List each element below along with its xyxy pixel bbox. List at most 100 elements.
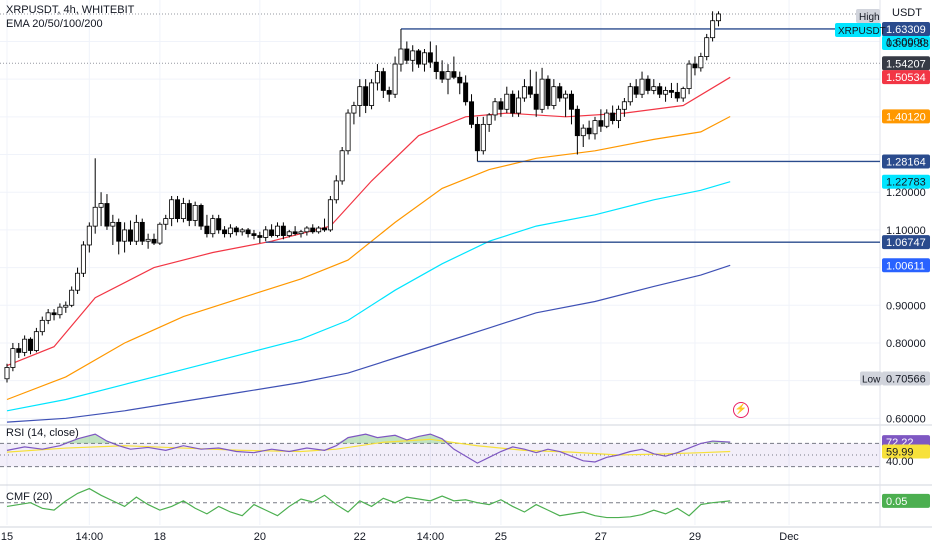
horizontal-levels <box>0 13 880 243</box>
candle <box>439 60 445 83</box>
price-label-ema100-text: 1.22783 <box>886 177 926 189</box>
symbol-title: XRPUSDT, 4h, WHITEBIT <box>6 4 135 16</box>
price-label-ema100: 1.22783 <box>882 174 930 189</box>
candle <box>180 197 186 223</box>
rsi-overbought-fill <box>7 434 731 444</box>
candle-body <box>510 93 516 114</box>
candle <box>715 11 721 27</box>
candle-body <box>286 231 292 236</box>
ema-lines <box>6 76 731 423</box>
price-label-h3: 1.06747 <box>882 235 930 250</box>
cmf-scale-cmf: 0.05 <box>882 493 930 508</box>
candle <box>92 158 98 234</box>
cmf-line <box>6 487 731 519</box>
time-tick-label: 27 <box>595 531 607 543</box>
candle-body <box>263 229 269 238</box>
candle-body <box>568 93 574 110</box>
candle <box>445 64 451 95</box>
candle-body <box>692 63 698 69</box>
candle-body <box>139 221 145 242</box>
price-label-countdown: 03:09:33 <box>882 36 930 50</box>
price-label-countdown-text: 03:09:33 <box>886 38 929 50</box>
candle-body <box>51 312 57 316</box>
candle <box>304 226 310 236</box>
candle-body <box>186 203 192 221</box>
ema200-line <box>6 264 731 423</box>
candle-body <box>498 101 504 110</box>
candle-body <box>16 348 22 353</box>
candle-body <box>239 229 245 233</box>
candle <box>551 79 557 110</box>
symbol-tag-bg <box>835 23 881 37</box>
candle-body <box>421 52 427 65</box>
candle <box>404 41 410 65</box>
candle-body <box>704 37 710 57</box>
alert-bolt-icon[interactable]: ⚡ <box>733 402 749 418</box>
candle-body <box>92 206 98 227</box>
candle-body <box>451 71 457 78</box>
candle <box>33 327 39 353</box>
candle <box>4 363 10 383</box>
candle <box>245 228 251 238</box>
candle-body <box>469 101 475 125</box>
candle-body <box>369 82 375 106</box>
candle <box>216 214 222 234</box>
candle <box>651 79 657 95</box>
cmf-scale-cmf-text: 0.05 <box>886 496 907 508</box>
rsi-line <box>6 433 731 464</box>
candle-body <box>480 123 486 152</box>
candle <box>421 48 427 72</box>
time-tick-label: 20 <box>254 531 266 543</box>
candle-body <box>604 112 610 127</box>
high-tag-bg <box>856 9 880 23</box>
rsi-pane-label: RSI (14, close) <box>6 427 79 439</box>
price-label-h3-bg <box>882 235 930 250</box>
price-label-ema50-bg <box>882 109 930 124</box>
candle-body <box>280 225 286 236</box>
candle-body <box>598 120 604 127</box>
candle <box>204 214 210 238</box>
candle-body <box>169 199 175 219</box>
candle-body <box>345 112 351 152</box>
candle <box>45 309 51 325</box>
low-tag-bg <box>860 371 882 386</box>
candle-body <box>75 272 81 291</box>
candle-body <box>445 71 451 80</box>
candle <box>57 303 63 319</box>
candle <box>133 214 139 245</box>
candle <box>486 113 492 132</box>
price-label-prev-text: 1.54207 <box>886 58 926 70</box>
candle <box>122 222 128 253</box>
candle <box>151 233 157 245</box>
candle <box>10 342 16 372</box>
candle <box>598 109 604 132</box>
candle <box>163 214 169 230</box>
cmf-scale-cmf-bg <box>882 493 930 508</box>
candle-body <box>586 127 592 135</box>
candle <box>227 224 233 238</box>
candle <box>610 105 616 125</box>
candle <box>392 56 398 98</box>
candle <box>527 69 533 98</box>
candle-body <box>333 180 339 201</box>
candle-body <box>28 338 34 351</box>
candle <box>22 335 28 357</box>
candle-body <box>116 221 122 242</box>
candle <box>474 116 480 162</box>
candle <box>116 218 122 255</box>
price-label-ema20-bg <box>882 70 930 85</box>
candle <box>222 226 228 238</box>
candle-body <box>527 86 533 95</box>
candle-body <box>657 86 663 95</box>
candle <box>533 71 539 117</box>
price-label-low: 0.70566 <box>882 371 930 386</box>
candle <box>457 71 463 95</box>
rsi-scale-rsi_ma-text: 59.99 <box>886 447 914 459</box>
grid <box>0 0 932 528</box>
candle <box>686 60 692 95</box>
time-tick-label: 14:00 <box>417 531 445 543</box>
candle-body <box>627 86 633 103</box>
candle-body <box>492 101 498 116</box>
candle <box>580 124 586 147</box>
